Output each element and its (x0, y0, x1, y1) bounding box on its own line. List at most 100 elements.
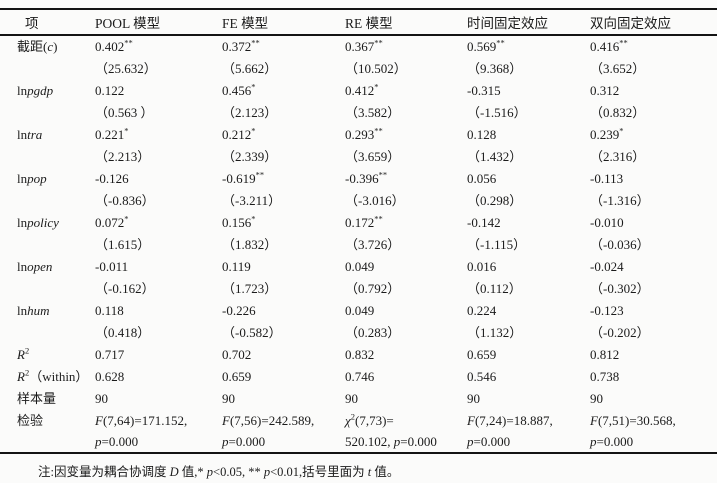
table-cell: （3.726） (345, 236, 401, 252)
table-cell: 0.569** (467, 37, 505, 54)
row-label (0, 233, 95, 255)
table-cell: （0.832） (590, 104, 646, 120)
table-row: lntra 0.221* 0.212* 0.293** 0.128 0.239* (0, 123, 717, 145)
table-cell: （-0.162） (95, 280, 155, 296)
table-cell: 0.212* (222, 125, 256, 142)
table-cell: χ2(7,73)= (345, 411, 394, 428)
table-cell: （-1.516） (467, 104, 527, 120)
table-cell: （0.792） (345, 280, 401, 296)
table-cell: （5.662） (222, 60, 278, 76)
row-label: 截距(c) (17, 39, 58, 54)
table-row: （25.632） （5.662） （10.502） （9.368） （3.652） (0, 57, 717, 79)
table-row: lnpop -0.126 -0.619** -0.396** 0.056 -0.113 (0, 167, 717, 189)
table-cell: （3.659） (345, 148, 401, 164)
table-row: 截距(c) 0.402** 0.372** 0.367** 0.569** 0.416** (0, 35, 717, 57)
table-row: （-0.162） （1.723） （0.792） （0.112） （-0.302） (0, 277, 717, 299)
table-cell: 90 (95, 390, 108, 406)
table-cell: 0.412* (345, 81, 379, 98)
table-cell: （25.632） (95, 60, 157, 76)
row-label: R2 (17, 345, 30, 362)
table-cell: 0.367** (345, 37, 383, 54)
table-row: R2（within） 0.628 0.659 0.746 0.546 0.738 (0, 365, 717, 387)
table-header: 项 POOL 模型 FE 模型 RE 模型 时间固定效应 双向固定效应 (0, 9, 717, 36)
table-cell: （10.502） (345, 60, 407, 76)
table-cell: -0.396** (345, 169, 388, 186)
table-cell: （2.213） (95, 148, 151, 164)
row-label (0, 431, 95, 453)
table-cell: p=0.000 (590, 434, 634, 449)
table-row: （-0.836） （-3.211） （-3.016） （0.298） （-1.316） (0, 189, 717, 211)
column-header: 时间固定效应 (467, 9, 590, 36)
table-cell: 90 (345, 390, 358, 406)
regression-table: 项 POOL 模型 FE 模型 RE 模型 时间固定效应 双向固定效应 截距(c) 0.40… (0, 8, 717, 454)
table-cell: （-0.836） (95, 192, 155, 208)
row-label: lnhum (17, 302, 50, 318)
column-header: 双向固定效应 (590, 9, 717, 36)
table-cell: -0.315 (467, 82, 501, 98)
table-cell: （1.432） (467, 148, 523, 164)
table-cell: （-0.036） (590, 236, 650, 252)
table-cell: F(7,56)=242.589, (222, 412, 315, 428)
table-cell: （1.615） (95, 236, 151, 252)
table-body: 截距(c) 0.402** 0.372** 0.367** 0.569** 0.416**… (0, 35, 717, 453)
row-label: lnpop (17, 170, 47, 186)
column-header: FE 模型 (222, 9, 345, 36)
table-footnote: 注:因变量为耦合协调度 D 值,* p<0.05, ** p<0.01,括号里面… (38, 465, 400, 479)
table-row: lnhum 0.118 -0.226 0.049 0.224 -0.123 (0, 299, 717, 321)
table-cell: （0.112） (467, 280, 522, 296)
table-cell: 0.224 (467, 302, 497, 318)
row-label (0, 101, 95, 123)
table-cell: 0.119 (222, 258, 251, 274)
table-cell: 0.056 (467, 170, 497, 186)
table-cell: -0.142 (467, 214, 501, 230)
table-cell: -0.113 (590, 170, 624, 186)
table-cell: -0.126 (95, 170, 129, 186)
table-cell: 0.312 (590, 82, 620, 98)
table-cell: -0.024 (590, 258, 624, 274)
row-label (0, 145, 95, 167)
table-cell: 0.402** (95, 37, 133, 54)
table-cell: p=0.000 (95, 434, 139, 449)
table-cell: -0.010 (590, 214, 624, 230)
column-header: RE 模型 (345, 9, 467, 36)
row-label: lntra (17, 126, 43, 142)
row-label: lnopen (17, 258, 53, 274)
table-cell: 0.702 (222, 346, 252, 362)
table-cell: 0.717 (95, 346, 125, 362)
table-cell: -0.011 (95, 258, 129, 274)
table-row: lnpgdp 0.122 0.456* 0.412* -0.315 0.312 (0, 79, 717, 101)
table-cell: p=0.000 (467, 434, 511, 449)
row-label (0, 277, 95, 299)
column-header: POOL 模型 (95, 9, 222, 36)
table-row: 样本量 90 90 90 90 90 (0, 387, 717, 409)
table-cell: （0.298） (467, 192, 523, 208)
table-cell: 0.221* (95, 125, 129, 142)
table-cell: -0.226 (222, 302, 256, 318)
table-cell: 0.118 (95, 302, 124, 318)
table-cell: -0.619** (222, 169, 265, 186)
table-cell: p=0.000 (222, 434, 266, 449)
table-cell: （-0.582） (222, 324, 282, 340)
table-cell: 0.049 (345, 258, 375, 274)
table-cell: （-0.302） (590, 280, 650, 296)
row-label: lnpolicy (17, 214, 59, 230)
table-cell: 0.172** (345, 213, 383, 230)
table-cell: 0.746 (345, 368, 375, 384)
table-row: （1.615） （1.832） （3.726） （-1.115） （-0.036） (0, 233, 717, 255)
row-label (0, 57, 95, 79)
table-cell: （1.723） (222, 280, 278, 296)
table-cell: （9.368） (467, 60, 523, 76)
table-cell: （3.582） (345, 104, 401, 120)
table-row: （2.213） （2.339） （3.659） （1.432） （2.316） (0, 145, 717, 167)
row-label (0, 321, 95, 343)
table-cell: （-0.202） (590, 324, 650, 340)
row-label: R2（within） (17, 367, 89, 384)
table-cell: 0.156* (222, 213, 256, 230)
header-row: 项 POOL 模型 FE 模型 RE 模型 时间固定效应 双向固定效应 (0, 9, 717, 36)
table-cell: 0.049 (345, 302, 375, 318)
table-cell: （-3.211） (222, 192, 282, 208)
table-cell: F(7,24)=18.887, (467, 412, 553, 428)
table-cell: （0.283） (345, 324, 401, 340)
row-label (0, 189, 95, 211)
